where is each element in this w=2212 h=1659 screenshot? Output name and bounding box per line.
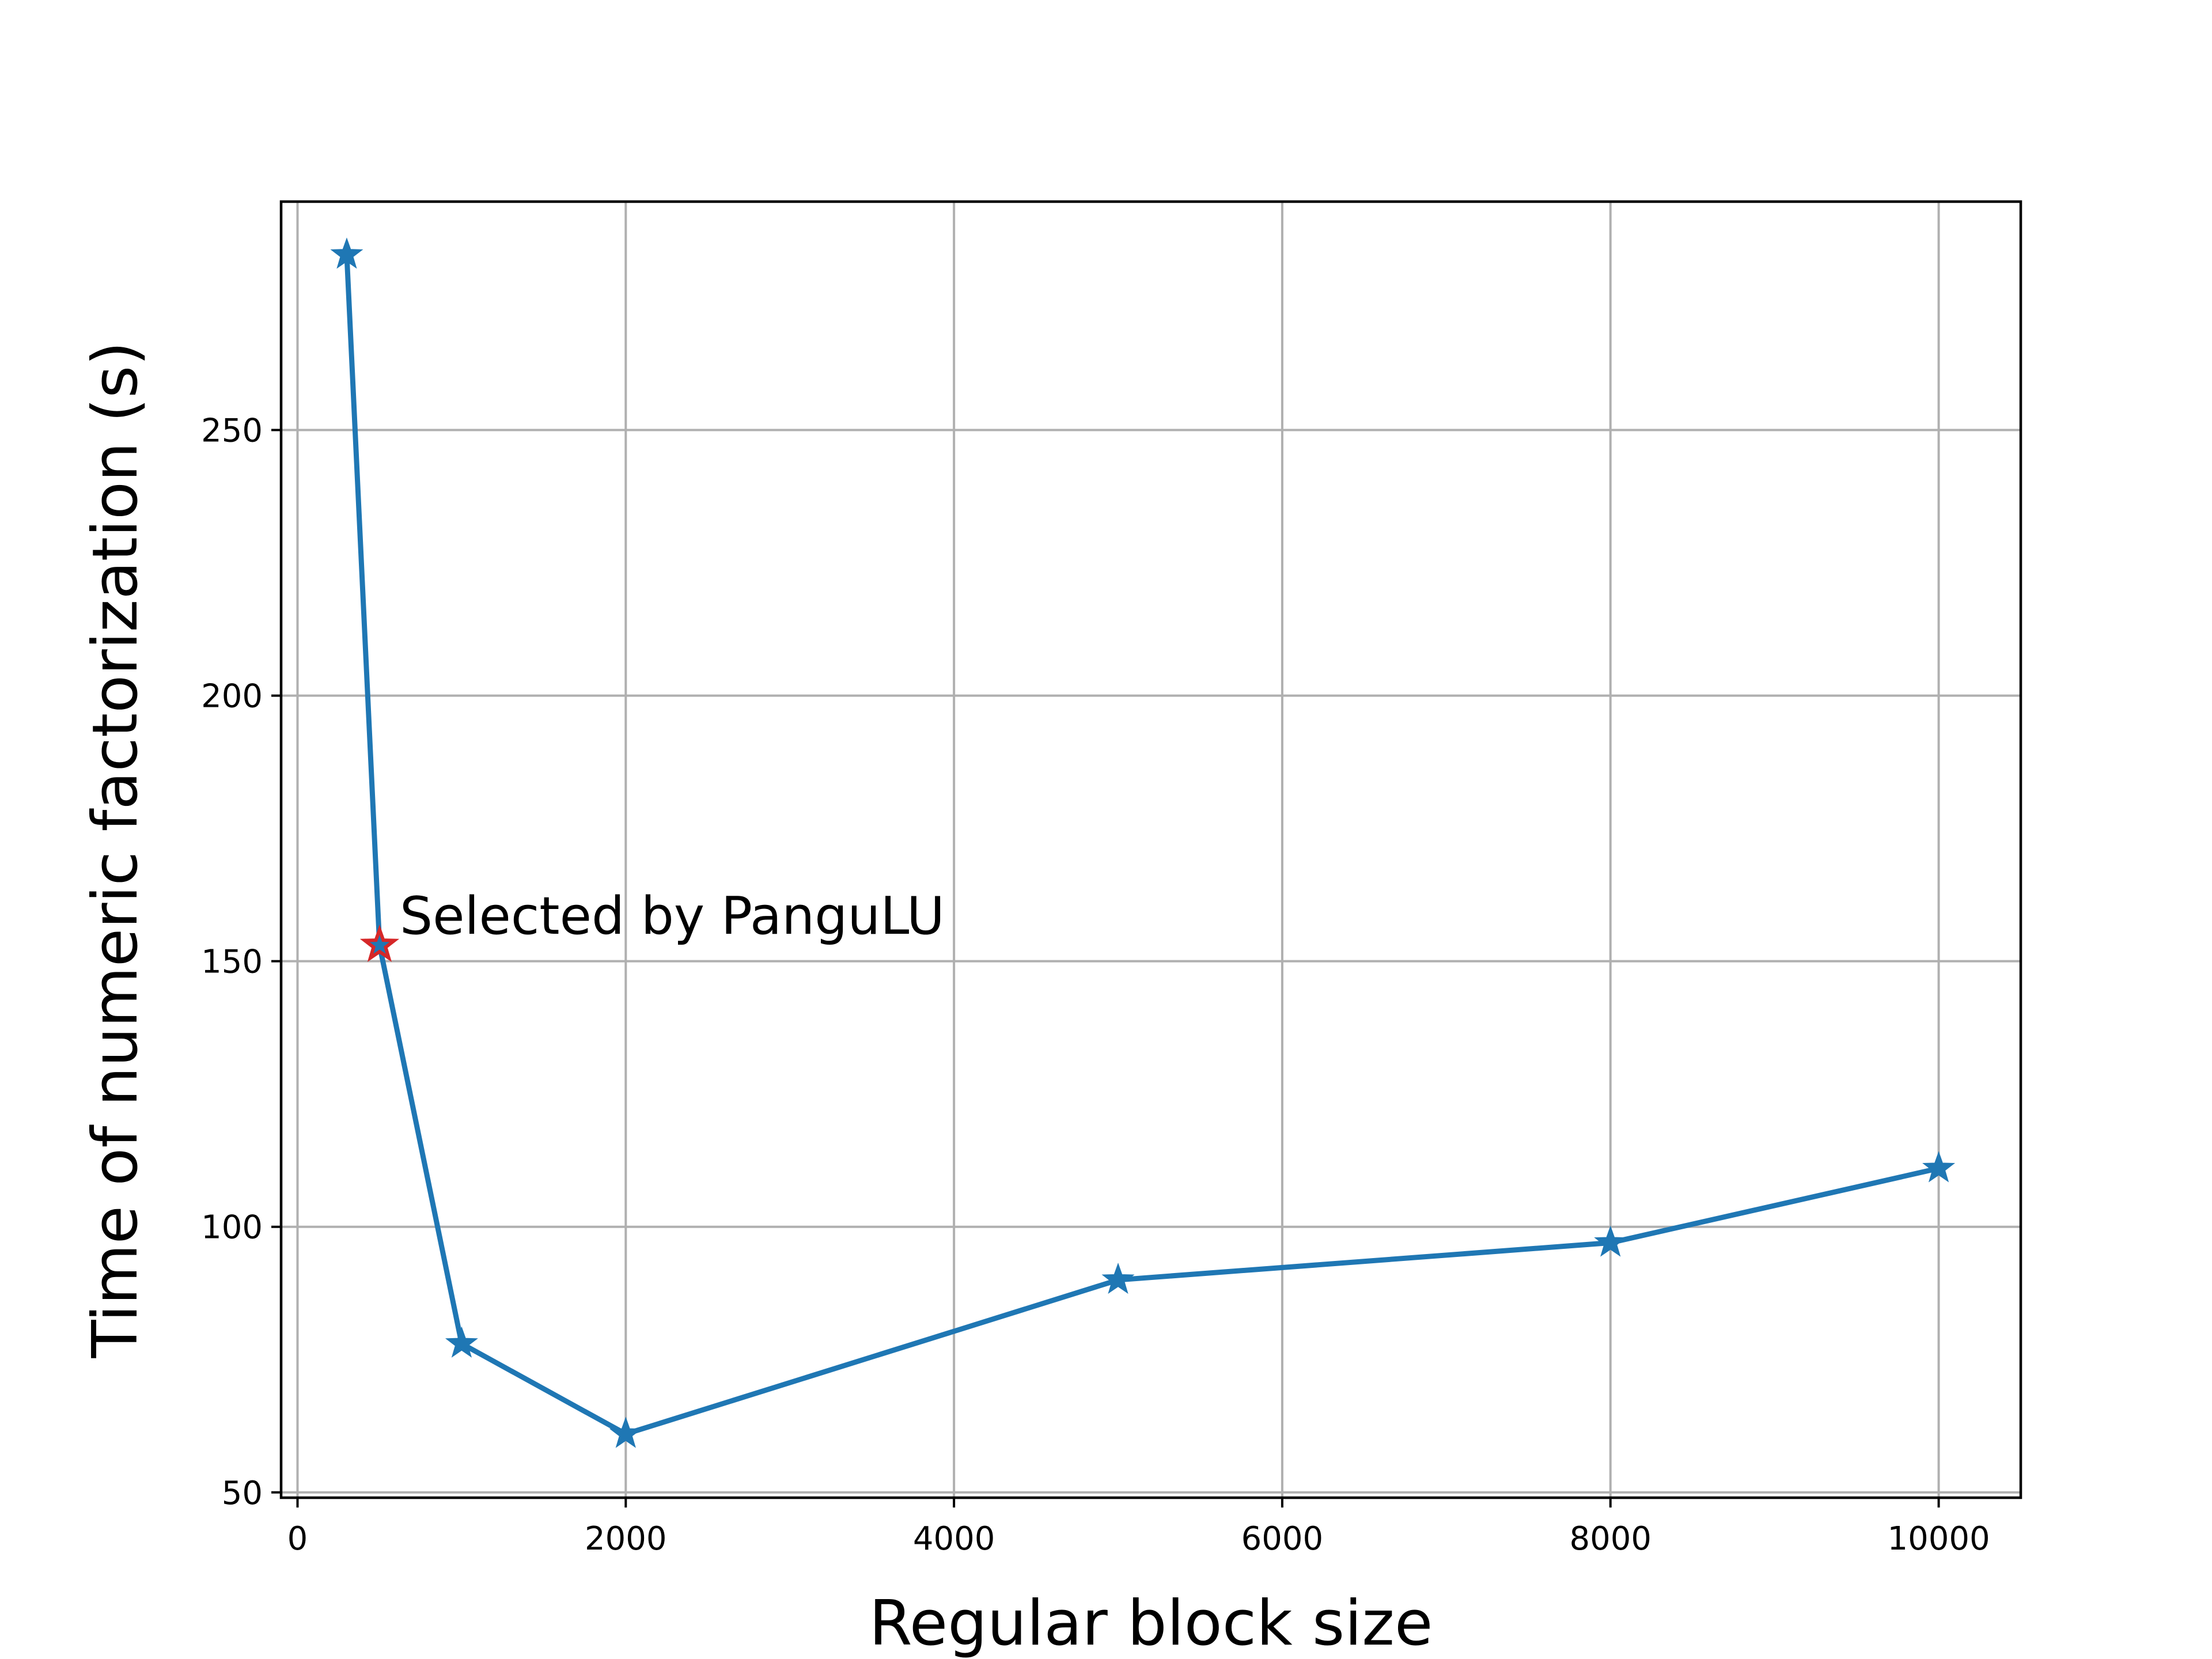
data-point-marker bbox=[1922, 1151, 1956, 1183]
series-line bbox=[344, 254, 1940, 1437]
x-tick-label: 10000 bbox=[1887, 1520, 1990, 1558]
y-axis-label: Time of numeric factorization (s) bbox=[79, 342, 151, 1359]
data-point-marker bbox=[445, 1326, 478, 1358]
data-point-marker bbox=[1101, 1262, 1135, 1294]
x-tick-label: 4000 bbox=[913, 1520, 995, 1558]
data-point-marker bbox=[330, 237, 363, 269]
data-point-marker bbox=[1594, 1225, 1627, 1257]
y-tick-label: 200 bbox=[201, 678, 263, 715]
x-tick-label: 2000 bbox=[585, 1520, 667, 1558]
x-axis-ticks: 0 2000 4000 6000 8000 10000 bbox=[287, 1498, 1990, 1558]
grid-lines bbox=[281, 202, 2021, 1498]
plot-frame bbox=[279, 200, 2022, 1499]
y-tick-label: 100 bbox=[201, 1209, 263, 1247]
y-tick-label: 150 bbox=[201, 944, 263, 981]
x-tick-label: 0 bbox=[287, 1520, 308, 1558]
highlight-marker bbox=[359, 925, 400, 963]
x-axis-label: Regular block size bbox=[869, 1588, 1433, 1659]
data-point-marker bbox=[609, 1416, 642, 1448]
series-layer bbox=[330, 237, 1956, 1448]
y-tick-label: 250 bbox=[201, 412, 263, 450]
y-tick-label: 50 bbox=[222, 1475, 263, 1512]
annotation-label: Selected by PanguLU bbox=[400, 886, 945, 946]
x-tick-label: 6000 bbox=[1241, 1520, 1324, 1558]
x-tick-label: 8000 bbox=[1569, 1520, 1652, 1558]
highlight-layer bbox=[359, 925, 400, 963]
y-axis-ticks: 50 100 150 200 250 bbox=[201, 412, 281, 1512]
